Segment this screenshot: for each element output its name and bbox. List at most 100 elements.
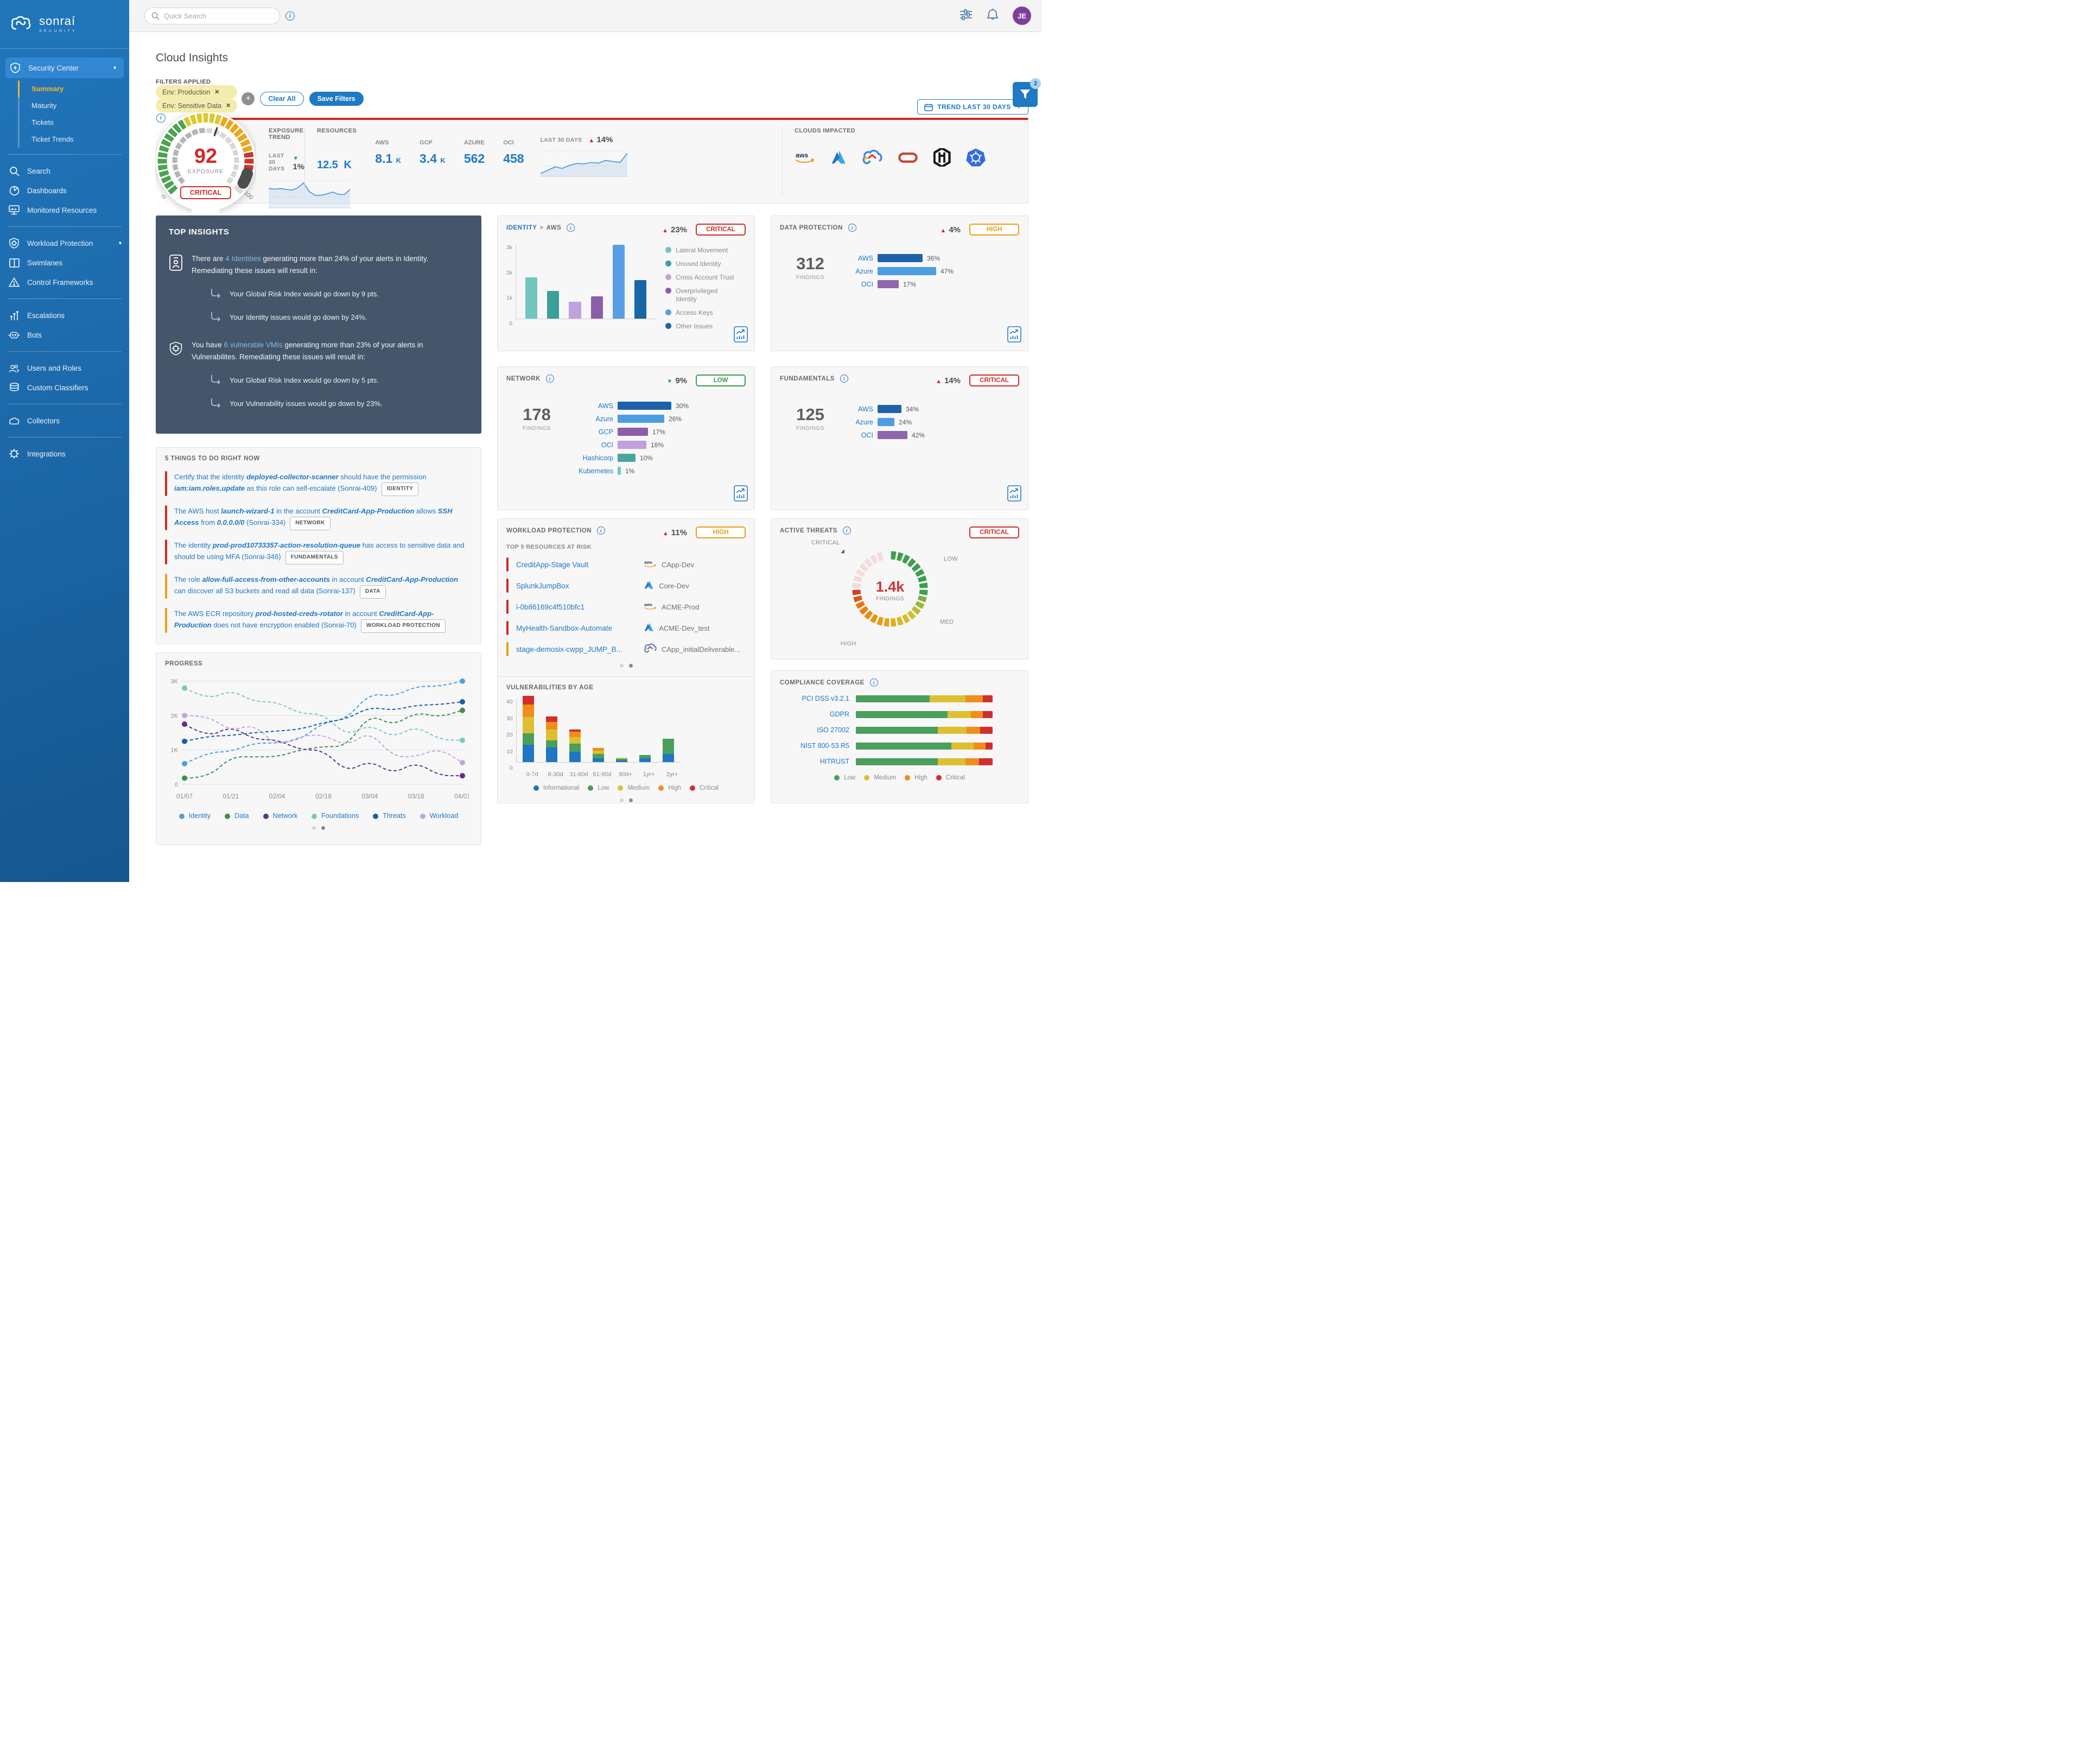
sidebar-item-custom-classifiers[interactable]: Custom Classifiers [0, 378, 129, 397]
framework-link[interactable]: NIST 800-53 R5 [800, 742, 849, 750]
legend-item-threats[interactable]: Threats [373, 812, 406, 821]
sidebar-item-users-and-roles[interactable]: Users and Roles [0, 358, 129, 378]
insight-link[interactable]: 4 Identities [225, 255, 261, 263]
sidebar-item-bots[interactable]: Bots [0, 325, 129, 345]
resource-link[interactable]: CreditApp-Stage Vault [516, 560, 589, 569]
bar-other-issues[interactable] [634, 280, 647, 319]
bar-label[interactable]: Hashicorp [582, 454, 613, 462]
stack-column-61-90d[interactable] [592, 748, 604, 762]
bar-lateral-movement[interactable] [525, 277, 538, 319]
page-dot-active[interactable] [628, 664, 633, 668]
notifications-bell-icon[interactable] [986, 8, 999, 24]
sidebar-item-integrations[interactable]: Integrations [0, 444, 129, 464]
info-icon[interactable]: i [842, 526, 851, 535]
legend-item-identity[interactable]: Identity [179, 812, 211, 821]
trend-range-dropdown[interactable]: TREND LAST 30 DAYS ▼ [917, 99, 1028, 115]
resource-link[interactable]: SplunkJumpBox [516, 581, 569, 590]
close-icon[interactable]: ✕ [226, 103, 231, 109]
avatar[interactable]: JE [1013, 7, 1031, 25]
sidebar-item-swimlanes[interactable]: Swimlanes [0, 253, 129, 272]
todo-text[interactable]: Certify that the identity deployed-colle… [174, 471, 467, 496]
clear-all-button[interactable]: Clear All [260, 92, 304, 106]
bar-aws[interactable] [878, 405, 901, 413]
info-icon[interactable]: i [840, 375, 848, 383]
legend-item-network[interactable]: Network [263, 812, 297, 821]
expand-chart-button[interactable] [1007, 326, 1021, 345]
insight-link[interactable]: 6 vulnerable VMIs [224, 341, 283, 350]
bar-label[interactable]: OCI [601, 441, 613, 449]
bar-label[interactable]: Azure [595, 415, 613, 423]
stack-column-0-7d[interactable] [522, 695, 534, 762]
page-dot-active[interactable] [628, 798, 633, 803]
bar-aws[interactable] [878, 254, 923, 262]
todo-text[interactable]: The identity prod-prod10733357-action-re… [174, 540, 467, 564]
info-icon[interactable]: i [869, 678, 878, 687]
expand-chart-button[interactable] [734, 326, 748, 345]
page-dot[interactable] [312, 826, 316, 830]
search-input[interactable] [164, 11, 262, 20]
sidebar-item-security-center[interactable]: Security Center ▼ [5, 58, 124, 78]
bar-label[interactable]: GCP [598, 428, 613, 436]
close-icon[interactable]: ✕ [214, 89, 220, 96]
legend-item-workload[interactable]: Workload [420, 812, 458, 821]
resource-link[interactable]: stage-demosix-cwpp_JUMP_B... [516, 645, 622, 653]
bar-label[interactable]: AWS [857, 405, 873, 413]
stack-column-2yr+[interactable] [662, 739, 674, 762]
settings-sliders-icon[interactable] [960, 9, 973, 23]
bar-label[interactable]: OCI [861, 431, 873, 439]
page-dot-active[interactable] [321, 826, 325, 830]
stack-column-1yr+[interactable] [639, 754, 651, 762]
page-dot[interactable] [619, 798, 624, 803]
quick-search[interactable] [144, 7, 280, 24]
sidebar-item-workload-protection[interactable]: Workload Protection ▼ [0, 233, 129, 253]
bar-label[interactable]: Azure [855, 418, 873, 426]
info-icon[interactable]: i [545, 375, 554, 383]
framework-link[interactable]: ISO 27002 [817, 726, 849, 734]
todo-text[interactable]: The AWS host launch-wizard-1 in the acco… [174, 505, 467, 530]
sidebar-subitem-maturity[interactable]: Maturity [0, 97, 129, 114]
framework-link[interactable]: PCI DSS v3.2.1 [802, 695, 849, 702]
sidebar-subitem-summary[interactable]: Summary [0, 80, 129, 97]
framework-link[interactable]: GDPR [829, 710, 849, 718]
expand-chart-button[interactable] [734, 485, 748, 504]
bar-label[interactable]: OCI [861, 280, 873, 288]
resource-link[interactable]: MyHealth-Sandbox-Automate [516, 624, 613, 632]
resource-link[interactable]: i-0b86169c4f510bfc1 [516, 602, 585, 611]
bar-label[interactable]: AWS [857, 254, 873, 262]
sidebar-subitem-tickets[interactable]: Tickets [0, 114, 129, 131]
bar-cross-account-trust[interactable] [569, 302, 581, 319]
bar-label[interactable]: AWS [598, 402, 613, 410]
identity-breadcrumb-link[interactable]: IDENTITY [506, 224, 537, 231]
bar-aws[interactable] [618, 402, 671, 410]
info-icon[interactable]: i [848, 224, 856, 232]
add-filter-button[interactable]: + [242, 92, 255, 105]
stack-column-8-30d[interactable] [545, 716, 557, 762]
sidebar-item-monitored-resources[interactable]: Monitored Resources [0, 200, 129, 220]
legend-item-foundations[interactable]: Foundations [312, 812, 359, 821]
stack-column-90d+[interactable] [615, 757, 627, 762]
expand-chart-button[interactable] [1007, 485, 1021, 504]
framework-link[interactable]: HITRUST [819, 758, 849, 765]
bar-label[interactable]: Kubernetes [579, 467, 613, 475]
gauge-info-icon[interactable]: i [156, 113, 166, 123]
bar-kubernetes[interactable] [618, 467, 621, 475]
sidebar-item-control-frameworks[interactable]: Control Frameworks [0, 272, 129, 292]
todo-text[interactable]: The AWS ECR repository prod-hosted-creds… [174, 608, 467, 633]
sidebar-item-dashboards[interactable]: Dashboards [0, 181, 129, 200]
filter-chip[interactable]: Env: Sensitive Data ✕ [156, 99, 238, 112]
bar-oci[interactable] [618, 441, 646, 449]
search-info-icon[interactable]: i [285, 11, 295, 21]
bar-gcp[interactable] [618, 428, 648, 436]
info-icon[interactable]: i [567, 224, 575, 232]
legend-item-data[interactable]: Data [225, 812, 249, 821]
filter-chip[interactable]: Env: Production ✕ [156, 85, 238, 99]
sidebar-item-escalations[interactable]: Escalations [0, 306, 129, 325]
todo-text[interactable]: The role allow-full-access-from-other-ac… [174, 574, 467, 599]
save-filters-button[interactable]: Save Filters [309, 92, 364, 106]
sidebar-item-collectors[interactable]: Collectors [0, 411, 129, 430]
bar-unused-identity[interactable] [547, 291, 560, 319]
sidebar-subitem-ticket-trends[interactable]: Ticket Trends [0, 131, 129, 148]
bar-hashicorp[interactable] [618, 454, 636, 462]
sonrai-logo[interactable]: sonraí SECURITY [0, 0, 129, 49]
filter-fab-button[interactable]: 2 [1013, 78, 1041, 107]
